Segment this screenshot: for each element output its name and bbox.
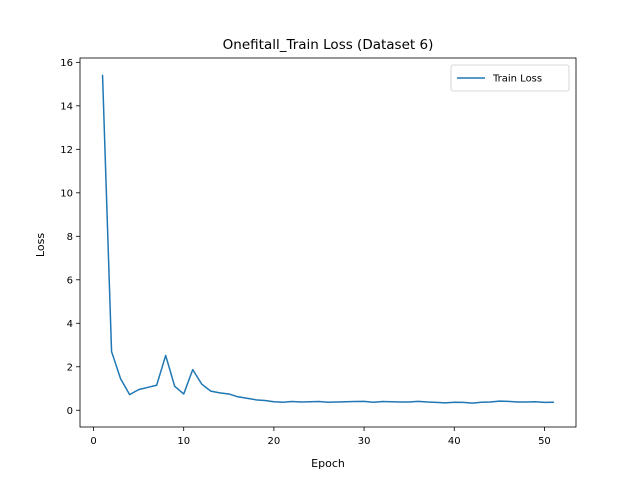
legend: Train Loss xyxy=(450,64,570,92)
plot-background xyxy=(80,58,576,427)
x-tick-label: 20 xyxy=(268,436,281,447)
y-tick-label: 16 xyxy=(60,58,73,69)
x-tick-label: 40 xyxy=(448,436,461,447)
y-tick-label: 2 xyxy=(67,362,73,373)
legend-label: Train Loss xyxy=(492,74,542,85)
y-tick-label: 14 xyxy=(60,101,73,112)
series-line-train-loss xyxy=(101,74,555,404)
y-tick-label: 6 xyxy=(67,275,73,286)
y-tick-label: 12 xyxy=(60,145,73,156)
y-tick-label: 0 xyxy=(67,406,73,417)
legend-box xyxy=(450,64,570,92)
x-tick-label: 0 xyxy=(90,436,96,447)
x-tick-label: 30 xyxy=(358,436,371,447)
x-tick-label: 50 xyxy=(538,436,551,447)
y-axis-label: Loss xyxy=(34,233,47,257)
x-tick-label: 10 xyxy=(177,436,190,447)
y-tick-label: 10 xyxy=(60,188,73,199)
plot-frame xyxy=(79,57,577,428)
x-axis-label: Epoch xyxy=(311,457,345,470)
y-tick-label: 8 xyxy=(67,232,73,243)
chart-title: Onefitall_Train Loss (Dataset 6) xyxy=(223,37,434,53)
plot-area: 0 10 20 30 40 50 0 2 4 6 8 10 12 14 16 xyxy=(60,57,577,447)
y-tick-label: 4 xyxy=(67,319,73,330)
